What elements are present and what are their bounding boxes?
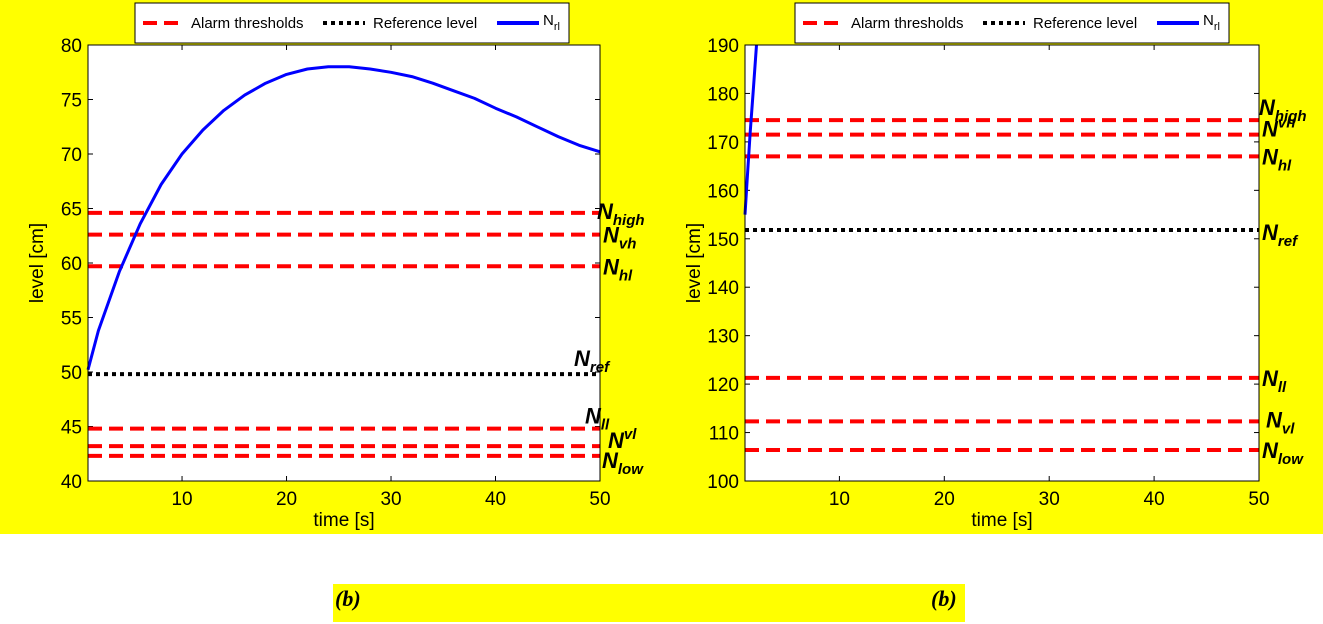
legend: Alarm thresholds Reference level Nrl	[794, 2, 1230, 44]
y-axis-label: level [cm]	[684, 223, 705, 303]
threshold-label-low: Nlow	[1262, 438, 1304, 468]
y-tick-label: 70	[61, 145, 82, 166]
threshold-label-vl: Nvl	[1266, 407, 1295, 437]
threshold-label-vl: Nvl	[608, 426, 637, 453]
x-tick-label: 10	[171, 489, 192, 510]
x-tick-label: 20	[276, 489, 297, 510]
series-line	[86, 65, 601, 371]
y-tick-label: 120	[707, 375, 739, 396]
x-tick-label: 10	[829, 489, 850, 510]
y-tick-label: 50	[61, 363, 82, 384]
legend-box	[794, 2, 1230, 44]
figure-canvas: 40 45 50 55 60 65 70 75 80 10 20 30 40 50 time [s] leve…	[27, 2, 1307, 531]
threshold-label-low: Nlow	[602, 448, 644, 478]
y-tick-label: 170	[707, 133, 739, 154]
plot-area	[88, 45, 600, 481]
threshold-label-hl: Nhl	[603, 254, 633, 284]
y-tick-label: 40	[61, 472, 82, 493]
series-line	[743, 44, 758, 215]
threshold-label-ll: Nll	[585, 404, 610, 434]
y-tick-label: 80	[61, 36, 82, 57]
y-tick-label: 60	[61, 254, 82, 275]
caption-left: (b)	[335, 586, 361, 611]
x-tick-label: 50	[589, 489, 610, 510]
y-tick-label: 65	[61, 200, 82, 221]
y-tick-label: 110	[709, 424, 739, 445]
x-axis-label: time [s]	[971, 510, 1032, 531]
axes-frame	[744, 44, 1260, 482]
caption-right: (b)	[931, 586, 957, 611]
threshold-label-high: Nhigh	[1259, 95, 1307, 125]
y-tick-label: 75	[61, 91, 82, 112]
threshold-label-ll: Nll	[1262, 366, 1287, 396]
x-tick-label: 50	[1248, 489, 1269, 510]
y-tick-label: 45	[61, 418, 82, 439]
y-tick-label: 160	[707, 181, 739, 202]
threshold-label-ref: Nref	[1262, 220, 1299, 250]
caption-band	[333, 584, 965, 622]
legend-box	[134, 2, 570, 44]
axes-frame	[87, 44, 601, 482]
x-tick-label: 30	[1039, 489, 1060, 510]
threshold-label-hl: Nhl	[1262, 144, 1292, 174]
x-axis-label: time [s]	[313, 510, 374, 531]
y-tick-label: 140	[707, 278, 739, 299]
plot-area	[745, 45, 1259, 481]
y-tick-label: 100	[707, 472, 739, 493]
threshold-label-vh: Nvh	[1262, 115, 1295, 142]
x-tick-label: 20	[934, 489, 955, 510]
legend-label-reference: Reference level	[1033, 15, 1137, 32]
x-tick-label: 30	[380, 489, 401, 510]
threshold-label-vh: Nvh	[603, 223, 636, 253]
y-tick-label: 180	[707, 84, 739, 105]
threshold-label-ref: Nref	[574, 346, 611, 376]
legend: Alarm thresholds Reference level Nrl	[134, 2, 570, 44]
y-tick-label: 55	[61, 309, 82, 330]
legend-label-alarm: Alarm thresholds	[851, 15, 964, 32]
x-tick-label: 40	[485, 489, 506, 510]
legend-label-alarm: Alarm thresholds	[191, 15, 304, 32]
y-tick-label: 190	[707, 36, 739, 57]
y-axis-label: level [cm]	[27, 223, 48, 303]
legend-label-series: Nrl	[1203, 12, 1220, 33]
threshold-label-high: Nhigh	[597, 199, 645, 229]
legend-label-reference: Reference level	[373, 15, 477, 32]
x-tick-label: 40	[1144, 489, 1165, 510]
y-tick-label: 130	[707, 327, 739, 348]
legend-label-series: Nrl	[543, 12, 560, 33]
y-tick-label: 150	[707, 230, 739, 251]
